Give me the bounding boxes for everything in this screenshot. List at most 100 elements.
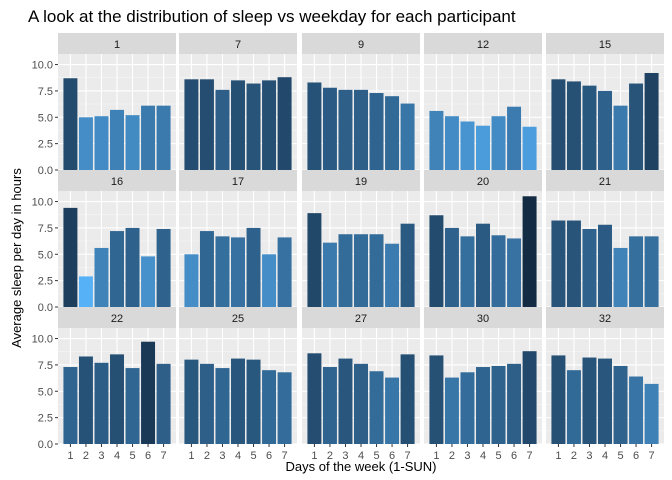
y-tick-label: 10.0: [32, 197, 53, 209]
facet-strip-label: 7: [235, 39, 241, 51]
y-tick-label: 0.0: [38, 439, 53, 451]
facet-panel-25: 25: [179, 307, 297, 445]
bar-participant-21-day-7: [644, 236, 659, 307]
bar-participant-32-day-6: [629, 376, 644, 444]
facet-strip: [424, 33, 542, 54]
bar-participant-20-day-1: [429, 215, 444, 307]
bar-participant-19-day-6: [385, 243, 400, 307]
bar-participant-9-day-7: [400, 103, 415, 170]
facet-strip: [58, 307, 176, 328]
bar-participant-1-day-2: [78, 117, 93, 170]
facet-panel-21: 21: [546, 170, 664, 308]
facet-strip-label: 16: [111, 176, 123, 188]
bar-participant-19-day-3: [338, 234, 353, 307]
bar-participant-1-day-7: [156, 105, 171, 170]
y-tick-label: 10.0: [32, 334, 53, 346]
bar-participant-20-day-7: [522, 196, 537, 307]
bar-participant-22-day-1: [63, 367, 78, 444]
facet-strip: [302, 307, 420, 328]
bar-participant-16-day-6: [141, 256, 156, 307]
facet-strip: [58, 33, 176, 54]
bar-participant-7-day-4: [231, 80, 245, 170]
facet-strip: [546, 33, 664, 54]
bar-participant-17-day-3: [215, 236, 230, 307]
y-tick-label: 5.0: [38, 249, 53, 261]
x-tick-label: 1: [433, 450, 439, 462]
facet-panel-15: 15: [546, 33, 664, 171]
bar-participant-17-day-7: [277, 237, 292, 307]
facet-panel-19: 19: [302, 170, 420, 308]
bar-participant-15-day-6: [629, 83, 644, 170]
bar-participant-17-day-4: [231, 237, 245, 307]
bar-participant-32-day-4: [598, 358, 612, 444]
chart-title: A look at the distribution of sleep vs w…: [28, 7, 516, 26]
bar-participant-19-day-7: [400, 223, 415, 307]
x-tick-label: 2: [204, 450, 210, 462]
bar-participant-17-day-6: [262, 254, 277, 307]
facet-strip-label: 22: [111, 313, 123, 325]
bar-participant-16-day-2: [78, 276, 93, 307]
y-tick-label: 0.0: [38, 165, 53, 177]
x-tick-label: 1: [67, 450, 73, 462]
bar-participant-20-day-5: [491, 235, 506, 307]
facet-panel-12: 12: [424, 33, 542, 171]
facet-strip-label: 17: [232, 176, 244, 188]
y-tick-label: 2.5: [38, 276, 53, 288]
bar-participant-12-day-5: [491, 116, 506, 170]
x-tick-label: 7: [527, 450, 533, 462]
y-axis: 0.0 2.5 5.0 7.5 10.0 0.0 2.5 5.0 7.5 10.0 0.0 2.5 5.…: [32, 60, 58, 451]
x-tick-label: 3: [464, 450, 470, 462]
bar-participant-25-day-2: [199, 363, 214, 444]
y-axis-title: Average sleep per day in hours: [9, 168, 24, 348]
y-tick-label: 7.5: [38, 360, 53, 372]
x-tick-label: 6: [389, 450, 395, 462]
x-tick-label: 1: [555, 450, 561, 462]
x-tick-label: 5: [495, 450, 501, 462]
bar-participant-25-day-4: [231, 358, 245, 444]
bar-participant-7-day-5: [246, 83, 261, 170]
bar-participant-12-day-4: [476, 125, 490, 170]
facet-panel-20: 20: [424, 170, 542, 308]
facet-strip: [179, 33, 297, 54]
bar-participant-22-day-3: [94, 362, 109, 444]
bar-participant-30-day-7: [522, 351, 537, 444]
facet-panel-1: 1: [58, 33, 176, 171]
x-tick-label: 3: [219, 450, 225, 462]
facet-strip: [302, 33, 420, 54]
bar-participant-32-day-7: [644, 383, 659, 444]
bar-participant-15-day-7: [644, 72, 659, 170]
bar-participant-27-day-2: [322, 367, 337, 444]
facet-strip-label: 1: [114, 39, 120, 51]
x-tick-label: 6: [511, 450, 517, 462]
y-tick-label: 0.0: [38, 302, 53, 314]
bar-participant-25-day-7: [277, 372, 292, 444]
bar-participant-27-day-6: [385, 377, 400, 444]
bar-participant-19-day-4: [354, 234, 368, 307]
bar-participant-22-day-6: [141, 341, 156, 444]
bar-participant-12-day-2: [444, 116, 459, 170]
bar-participant-15-day-1: [551, 79, 566, 170]
bar-participant-1-day-6: [141, 105, 156, 170]
bar-participant-27-day-4: [354, 363, 368, 444]
bar-participant-17-day-2: [199, 231, 214, 307]
x-tick-label: 4: [235, 450, 241, 462]
bar-participant-7-day-2: [199, 79, 214, 170]
x-tick-label: 2: [83, 450, 89, 462]
bar-participant-27-day-3: [338, 358, 353, 444]
facet-strip: [424, 170, 542, 191]
bar-participant-21-day-6: [629, 236, 644, 307]
y-tick-label: 7.5: [38, 86, 53, 98]
bar-participant-7-day-1: [184, 79, 199, 170]
bar-participant-22-day-5: [125, 368, 140, 444]
bar-participant-32-day-5: [613, 365, 628, 444]
facet-strip: [546, 170, 664, 191]
bar-participant-22-day-4: [110, 354, 124, 444]
facet-strip-label: 9: [358, 39, 364, 51]
bar-participant-9-day-4: [354, 89, 368, 170]
bar-participant-15-day-3: [582, 85, 597, 170]
bar-participant-19-day-5: [369, 234, 384, 307]
bar-participant-32-day-1: [551, 355, 566, 444]
bar-participant-22-day-7: [156, 363, 171, 444]
